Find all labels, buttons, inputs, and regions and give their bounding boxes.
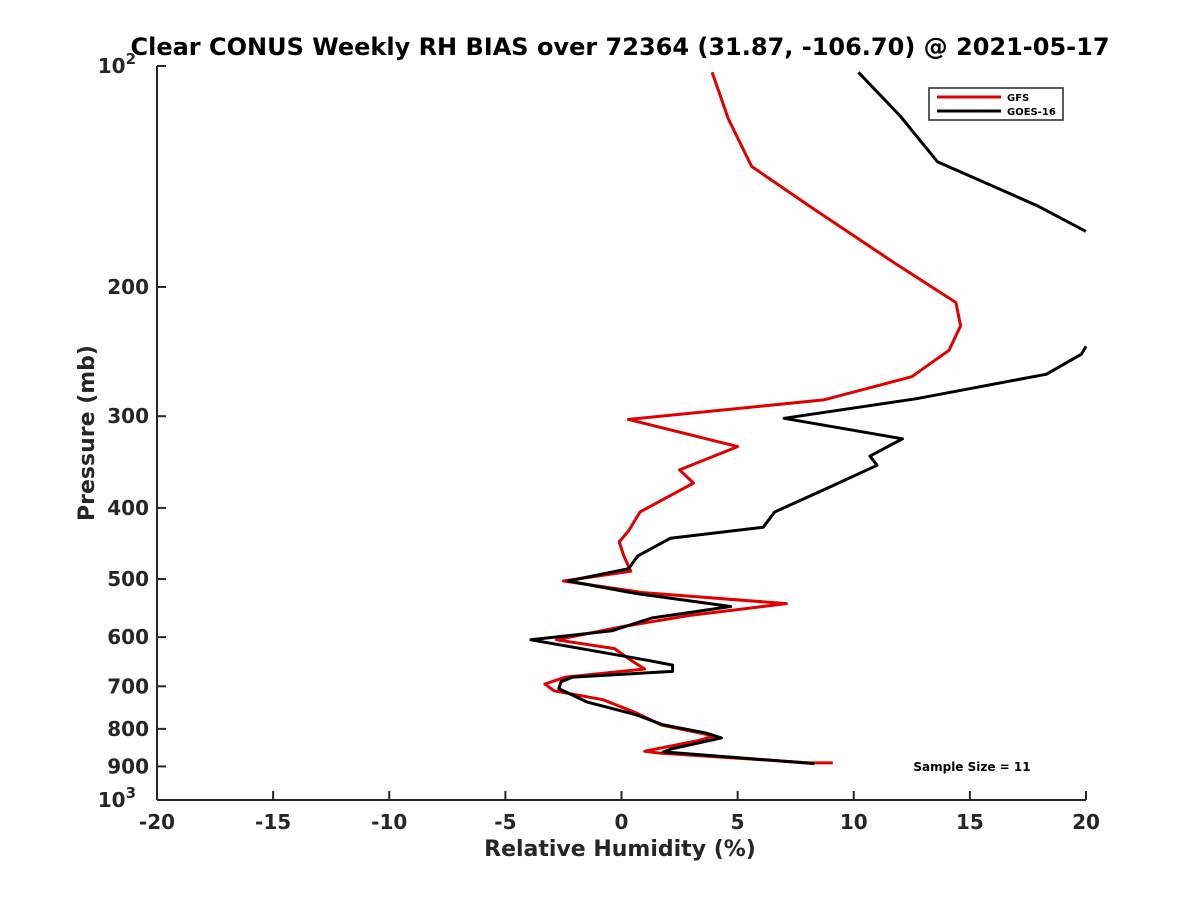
x-tick-label: -15 <box>255 810 291 834</box>
sample-size-annotation: Sample Size = 11 <box>913 760 1030 774</box>
series-group <box>529 71 1088 766</box>
chart-title: Clear CONUS Weekly RH BIAS over 72364 (3… <box>130 33 1109 61</box>
x-tick-label: 0 <box>615 810 629 834</box>
x-axis-ticks: -20 -15 -10 -5 0 5 10 15 20 <box>139 791 1100 834</box>
x-tick-label: -10 <box>371 810 407 834</box>
x-tick-label: -20 <box>139 810 175 834</box>
y-axis-label: Pressure (mb) <box>75 345 100 521</box>
x-tick-label: 10 <box>840 810 868 834</box>
y-tick-label: 500 <box>107 567 149 591</box>
x-axis-label: Relative Humidity (%) <box>484 837 756 862</box>
y-tick-label: 400 <box>107 496 149 520</box>
x-tick-label: 15 <box>956 810 984 834</box>
x-tick-label: 20 <box>1072 810 1100 834</box>
y-tick-label: 600 <box>107 625 149 649</box>
series-line-goes-16-part-1 <box>529 345 1088 766</box>
y-tick-label: 103 <box>98 784 136 812</box>
y-tick-label: 900 <box>107 754 149 778</box>
x-tick-label: -5 <box>494 810 516 834</box>
y-tick-label: 700 <box>107 674 149 698</box>
legend-box <box>928 87 1064 121</box>
series-line-goes-16-part-2 <box>857 71 1087 233</box>
y-tick-label: 800 <box>107 717 149 741</box>
legend-label: GFS <box>1007 93 1029 104</box>
y-tick-label: 200 <box>107 275 149 299</box>
y-axis-ticks: 102 200 300 400 500 600 700 800 900 103 <box>98 50 166 812</box>
legend: GFS GOES-16 <box>928 87 1064 121</box>
y-tick-label: 300 <box>107 404 149 428</box>
legend-label: GOES-16 <box>1007 107 1056 118</box>
x-tick-label: 5 <box>731 810 745 834</box>
y-tick-label: 102 <box>98 50 136 78</box>
